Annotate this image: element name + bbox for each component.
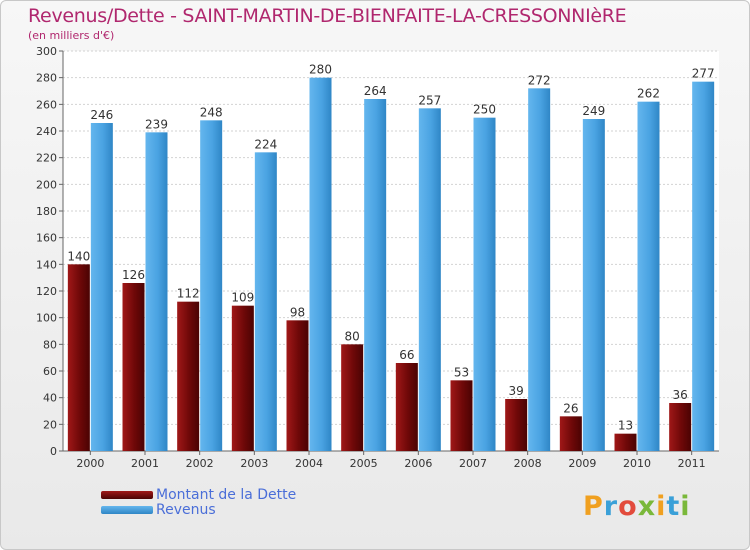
- y-tick-label: 300: [36, 45, 57, 58]
- legend-swatch-revenus: [101, 506, 153, 514]
- x-tick-label: 2010: [623, 457, 651, 470]
- bar-revenus: [637, 101, 660, 452]
- x-tick-label: 2011: [678, 457, 706, 470]
- chart-subtitle: (en milliers d'€): [28, 29, 115, 42]
- bar-revenus: [582, 119, 605, 451]
- y-tick-label: 140: [36, 258, 57, 271]
- data-label-dette: 98: [290, 305, 305, 319]
- bar-dette: [231, 305, 254, 451]
- x-tick-label: 2002: [186, 457, 214, 470]
- x-tick-label: 2001: [131, 457, 159, 470]
- bar-revenus: [200, 120, 223, 451]
- data-label-dette: 36: [673, 388, 688, 402]
- data-label-revenus: 224: [254, 137, 277, 151]
- data-label-revenus: 248: [200, 105, 223, 119]
- bar-dette: [122, 283, 145, 451]
- data-label-revenus: 272: [528, 73, 551, 87]
- legend-label-dette: Montant de la Dette: [156, 487, 297, 503]
- y-tick-label: 60: [43, 365, 57, 378]
- x-tick-label: 2008: [514, 457, 542, 470]
- x-tick-label: 2006: [404, 457, 432, 470]
- data-label-dette: 26: [563, 401, 578, 415]
- data-label-dette: 66: [399, 348, 414, 362]
- data-label-revenus: 250: [473, 103, 496, 117]
- data-label-dette: 126: [122, 268, 145, 282]
- y-tick-label: 260: [36, 98, 57, 111]
- data-label-dette: 39: [509, 384, 524, 398]
- y-tick-label: 40: [43, 392, 57, 405]
- y-tick-label: 240: [36, 125, 57, 138]
- y-tick-label: 120: [36, 285, 57, 298]
- y-tick-label: 0: [50, 445, 57, 458]
- x-tick-label: 2005: [350, 457, 378, 470]
- x-tick-label: 2009: [568, 457, 596, 470]
- legend-label-revenus: Revenus: [156, 502, 216, 518]
- bar-dette: [341, 344, 364, 451]
- y-tick-label: 220: [36, 152, 57, 165]
- x-tick-label: 2000: [76, 457, 104, 470]
- logo-letter: P: [583, 491, 604, 522]
- bar-dette: [67, 264, 90, 451]
- data-label-dette: 112: [177, 287, 200, 301]
- x-tick-label: 2004: [295, 457, 323, 470]
- data-label-dette: 13: [618, 419, 633, 433]
- logo-letter: r: [603, 491, 619, 522]
- y-tick-label: 200: [36, 178, 57, 191]
- data-label-dette: 80: [345, 329, 360, 343]
- bar-dette: [450, 380, 473, 451]
- chart-title: Revenus/Dette - SAINT-MARTIN-DE-BIENFAIT…: [28, 5, 627, 27]
- bar-dette: [505, 399, 528, 451]
- bar-revenus: [418, 108, 441, 451]
- y-tick-label: 20: [43, 418, 57, 431]
- x-tick-label: 2007: [459, 457, 487, 470]
- plot-area: [63, 51, 719, 451]
- bar-revenus: [145, 132, 168, 452]
- data-label-revenus: 262: [637, 87, 660, 101]
- bar-dette: [669, 403, 692, 451]
- logo-letter: x: [637, 491, 657, 522]
- logo-letter: i: [656, 491, 667, 522]
- legend-swatch-dette: [101, 491, 153, 499]
- y-tick-label: 100: [36, 312, 57, 325]
- logo-letter: o: [618, 491, 638, 522]
- data-label-revenus: 239: [145, 117, 168, 131]
- logo-letter: i: [680, 491, 691, 522]
- data-label-dette: 53: [454, 365, 469, 379]
- x-tick-label: 2003: [240, 457, 268, 470]
- y-tick-label: 160: [36, 232, 57, 245]
- bar-dette: [177, 301, 200, 451]
- data-label-dette: 140: [67, 249, 90, 263]
- bar-revenus: [254, 152, 277, 452]
- data-label-revenus: 280: [309, 63, 332, 77]
- bar-revenus: [90, 123, 113, 451]
- data-label-revenus: 257: [418, 93, 441, 107]
- data-label-revenus: 277: [692, 67, 715, 81]
- data-label-dette: 109: [231, 291, 254, 305]
- bar-revenus: [528, 88, 551, 451]
- bar-revenus: [473, 117, 496, 452]
- bar-dette: [286, 320, 309, 451]
- y-tick-label: 80: [43, 338, 57, 351]
- bar-dette: [559, 416, 582, 451]
- bar-revenus: [364, 99, 387, 451]
- logo-letter: t: [666, 491, 681, 522]
- data-label-revenus: 246: [90, 108, 113, 122]
- bar-dette: [614, 433, 637, 451]
- y-tick-label: 280: [36, 72, 57, 85]
- legend-item-revenus: Revenus: [101, 502, 341, 518]
- data-label-revenus: 264: [364, 84, 387, 98]
- proxiti-logo: Proxiti: [583, 491, 691, 522]
- bar-revenus: [309, 77, 332, 452]
- bar-dette: [395, 363, 418, 451]
- data-label-revenus: 249: [582, 104, 605, 118]
- y-tick-label: 180: [36, 205, 57, 218]
- bar-revenus: [692, 81, 715, 452]
- legend-item-dette: Montant de la Dette: [101, 487, 341, 503]
